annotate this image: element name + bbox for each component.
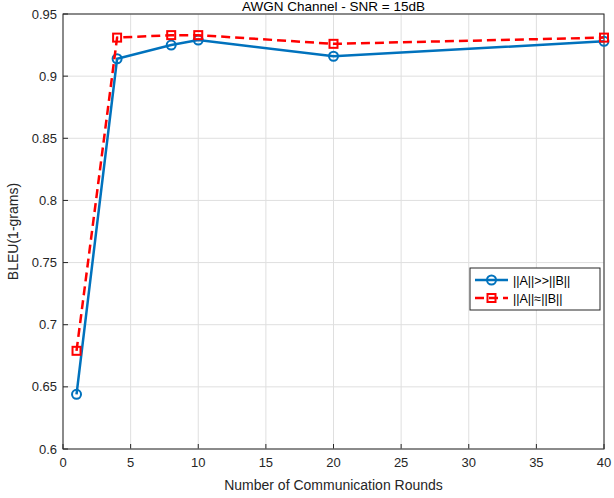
- data-point: [600, 34, 608, 42]
- tick-label: 40: [597, 455, 611, 470]
- tick-label: 10: [191, 455, 205, 470]
- legend-line: [475, 297, 508, 300]
- tick-label: 30: [462, 455, 476, 470]
- legend-label: ||A||≈||B||: [513, 292, 563, 306]
- data-point: [113, 34, 121, 42]
- y-axis-label: BLEU(1-grams): [5, 183, 21, 280]
- tick: [401, 444, 402, 449]
- grid-line: [63, 76, 604, 77]
- tick: [63, 324, 68, 325]
- grid-line: [468, 14, 469, 449]
- series-group: [72, 31, 608, 399]
- chart: 0 5 10 15 20 25 30 35 40 0.6 0.65 0.7 0.75 0.8 0.85 0.9…: [0, 0, 614, 498]
- tick-label: 0.65: [32, 379, 57, 394]
- tick-label: 0.9: [39, 69, 57, 84]
- tick-label: 0.85: [32, 131, 57, 146]
- grid-line: [265, 14, 266, 449]
- data-point: [72, 390, 81, 399]
- tick: [333, 444, 334, 449]
- title: AWGN Channel - SNR = 15dB: [242, 0, 425, 14]
- legend: [470, 268, 600, 310]
- tick-label: 0.6: [39, 442, 57, 457]
- tick: [536, 444, 537, 449]
- tick-label: 15: [259, 455, 273, 470]
- tick-label: 25: [394, 455, 408, 470]
- tick: [63, 138, 68, 139]
- tick-label: 20: [326, 455, 340, 470]
- grid-line: [63, 262, 604, 263]
- grid-line: [63, 200, 604, 201]
- grid-line: [198, 14, 199, 449]
- tick: [130, 444, 131, 449]
- legend-marker: [487, 276, 496, 285]
- data-point: [329, 52, 338, 61]
- grid-line: [63, 324, 604, 325]
- tick-label: 0.7: [39, 317, 57, 332]
- grid-line: [401, 14, 402, 449]
- tick-label: 0.8: [39, 193, 57, 208]
- tick: [468, 444, 469, 449]
- data-point: [167, 31, 175, 39]
- grid-line: [63, 386, 604, 387]
- tick-label: 35: [529, 455, 543, 470]
- tick-label: 0.75: [32, 255, 57, 270]
- axes-frame: [63, 14, 604, 449]
- tick: [198, 444, 199, 449]
- tick: [63, 200, 68, 201]
- tick: [63, 262, 68, 263]
- data-point: [167, 41, 176, 50]
- grid-line: [333, 14, 334, 449]
- legend-line: [475, 279, 508, 282]
- data-point: [194, 31, 202, 39]
- tick-label: 0.95: [32, 7, 57, 22]
- legend-label: ||A||>>||B||: [513, 274, 570, 288]
- data-point: [73, 347, 81, 355]
- series-line: [77, 35, 604, 351]
- legend-marker: [488, 294, 496, 302]
- grid-line: [130, 14, 131, 449]
- tick: [63, 386, 68, 387]
- grid-line: [63, 138, 604, 139]
- series-line: [77, 40, 604, 394]
- tick-label: 0: [59, 455, 66, 470]
- tick: [265, 444, 266, 449]
- tick-label: 5: [127, 455, 134, 470]
- x-axis-label: Number of Communication Rounds: [224, 477, 443, 493]
- grid-line: [536, 14, 537, 449]
- tick: [63, 76, 68, 77]
- data-point: [330, 40, 338, 48]
- plot-area: [63, 14, 604, 449]
